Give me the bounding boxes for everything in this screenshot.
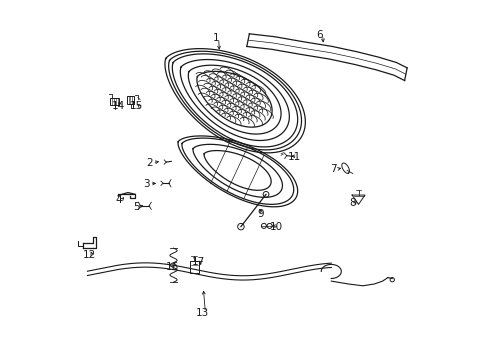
Text: 12: 12 [83, 250, 96, 260]
Text: 10: 10 [270, 222, 283, 231]
Text: 8: 8 [348, 198, 355, 208]
Text: 7: 7 [329, 164, 336, 174]
Bar [127, 96, 134, 104]
Text: 16: 16 [166, 262, 179, 272]
Text: 2: 2 [146, 158, 152, 168]
Text: 4: 4 [115, 195, 122, 206]
Text: 11: 11 [287, 152, 301, 162]
Text: 9: 9 [257, 209, 264, 219]
Text: 13: 13 [196, 308, 209, 318]
Text: 6: 6 [316, 30, 323, 40]
Text: 3: 3 [143, 179, 150, 189]
Text: 15: 15 [130, 102, 143, 112]
Text: 5: 5 [133, 202, 140, 212]
Text: 14: 14 [111, 102, 124, 112]
Text: 17: 17 [192, 257, 205, 267]
Bar [110, 98, 119, 105]
Text: 1: 1 [212, 33, 219, 43]
Bar [189, 261, 199, 273]
